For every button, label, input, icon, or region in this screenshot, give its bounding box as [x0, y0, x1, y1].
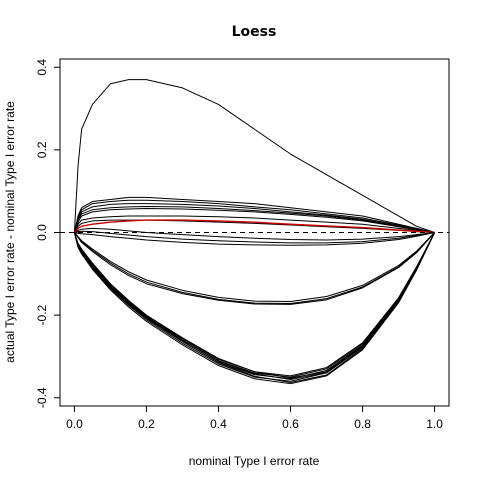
y-tick-label: -0.4: [35, 387, 49, 408]
y-axis-label: actual Type I error rate - nominal Type …: [3, 101, 17, 363]
y-tick-label: 0.4: [35, 59, 49, 76]
x-tick-label: 0.2: [138, 417, 155, 431]
series-line: [73, 208, 435, 233]
x-tick-label: 0.6: [282, 417, 299, 431]
series-line: [73, 232, 436, 385]
x-tick-label: 0.0: [66, 417, 83, 431]
x-axis: 0.0 0.2 0.4 0.6 0.8 1.0: [66, 405, 443, 431]
series-line: [74, 232, 435, 246]
y-tick-label: -0.2: [35, 304, 49, 325]
series-line: [73, 196, 435, 233]
y-tick-label: 0.0: [35, 224, 49, 241]
series-line: [73, 215, 435, 233]
series-lines: [73, 79, 436, 385]
x-tick-label: 0.8: [354, 417, 371, 431]
y-axis: -0.4 -0.2 0.0 0.2 0.4: [35, 59, 61, 408]
y-tick-label: 0.2: [35, 141, 49, 158]
series-line: [74, 232, 435, 305]
series-line: [74, 232, 435, 302]
x-axis-label: nominal Type I error rate: [189, 454, 320, 468]
x-tick-label: 0.4: [210, 417, 227, 431]
chart-title: Loess: [232, 24, 277, 40]
series-line: [73, 232, 436, 381]
x-tick-label: 1.0: [426, 417, 443, 431]
series-line: [73, 199, 435, 233]
series-line: [74, 232, 435, 305]
series-line: [73, 203, 435, 233]
series-line: [74, 230, 435, 244]
series-line: [73, 205, 435, 233]
series-line-highlight: [73, 219, 435, 234]
series-line: [73, 79, 435, 233]
series-line: [74, 227, 435, 241]
